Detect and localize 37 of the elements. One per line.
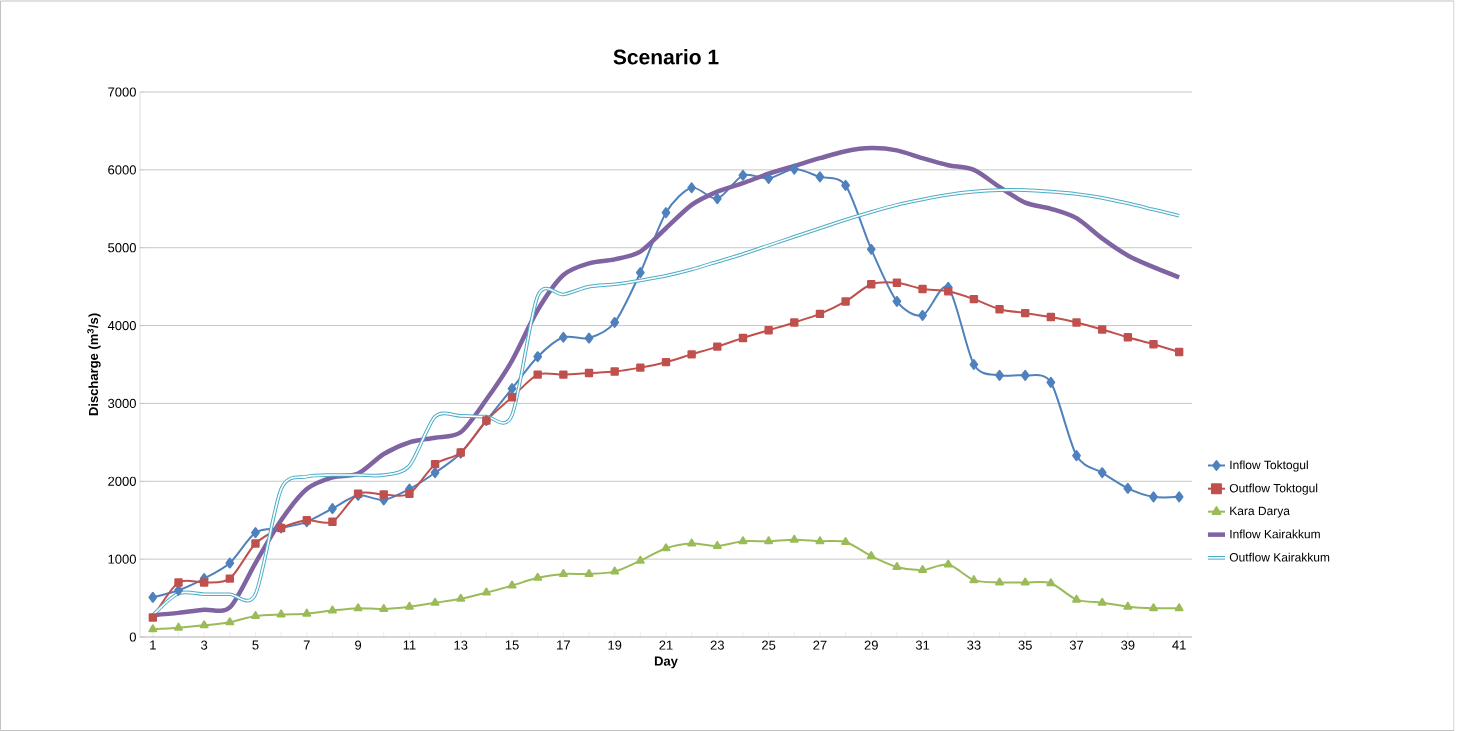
y-tick-label: 7000: [108, 87, 136, 97]
y-tick-label: 5000: [108, 243, 136, 253]
x-tick-label: 7: [303, 640, 310, 650]
legend-label: Inflow Toktogul: [1230, 460, 1308, 472]
x-tick-label: 15: [505, 640, 519, 650]
x-axis-title: Day: [654, 656, 678, 669]
chart-title: Scenario 1: [613, 49, 719, 65]
x-tick-label: 9: [355, 640, 362, 650]
x-tick-label: 37: [1069, 640, 1084, 650]
x-tick-label: 5: [252, 640, 259, 650]
x-tick-label: 41: [1172, 640, 1186, 650]
x-tick-label: 3: [201, 640, 208, 650]
x-tick-label: 19: [608, 640, 622, 650]
x-tick-label: 21: [659, 640, 673, 650]
legend-label: Kara Darya: [1230, 506, 1290, 518]
legend-label: Outflow Toktogul: [1229, 483, 1318, 495]
y-tick-label: 1000: [108, 554, 136, 564]
x-tick-label: 39: [1121, 640, 1135, 650]
y-tick-label: 4000: [107, 320, 136, 331]
x-tick-label: 33: [967, 640, 981, 650]
legend-label: Inflow Kairakkum: [1230, 529, 1320, 539]
x-tick-label: 31: [915, 640, 930, 650]
x-tick-label: 23: [710, 640, 724, 650]
x-tick-label: 25: [762, 640, 776, 650]
x-tick-label: 17: [557, 640, 570, 650]
y-tick-label: 2000: [108, 476, 136, 486]
y-axis-title: Discharge (m$^{3}$/s): [87, 313, 101, 416]
legend-label: Outflow Kairakkum: [1229, 552, 1330, 562]
x-tick-label: 29: [864, 640, 878, 650]
y-tick-label: 0: [129, 632, 136, 642]
y-tick-label: 6000: [108, 165, 136, 175]
x-tick-label: 13: [454, 640, 468, 650]
x-tick-label: 1: [150, 640, 156, 650]
x-tick-label: 11: [403, 640, 416, 650]
x-tick-label: 27: [813, 640, 827, 650]
x-tick-label: 35: [1018, 640, 1032, 650]
y-tick-label: 3000: [108, 398, 136, 409]
